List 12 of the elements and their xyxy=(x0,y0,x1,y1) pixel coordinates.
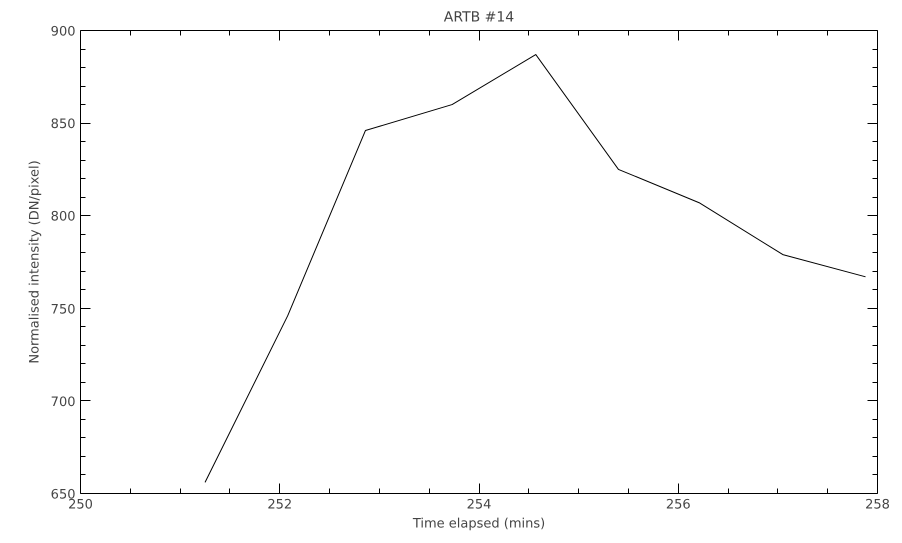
y-axis-title: Normalised intensity (DN/pixel) xyxy=(28,160,43,364)
x-tick-label: 254 xyxy=(466,498,492,512)
y-tick-label: 850 xyxy=(50,117,76,132)
x-tick-label: 256 xyxy=(666,498,691,512)
chart-title: ARTB #14 xyxy=(444,10,514,26)
y-tick-label: 750 xyxy=(50,302,76,318)
y-tick-label: 700 xyxy=(50,394,76,410)
x-tick-label: 252 xyxy=(267,498,292,512)
y-tick-label: 800 xyxy=(50,210,76,225)
x-axis-title: Time elapsed (mins) xyxy=(412,516,546,532)
y-tick-label: 900 xyxy=(50,24,76,40)
x-tick-label: 258 xyxy=(865,498,890,512)
